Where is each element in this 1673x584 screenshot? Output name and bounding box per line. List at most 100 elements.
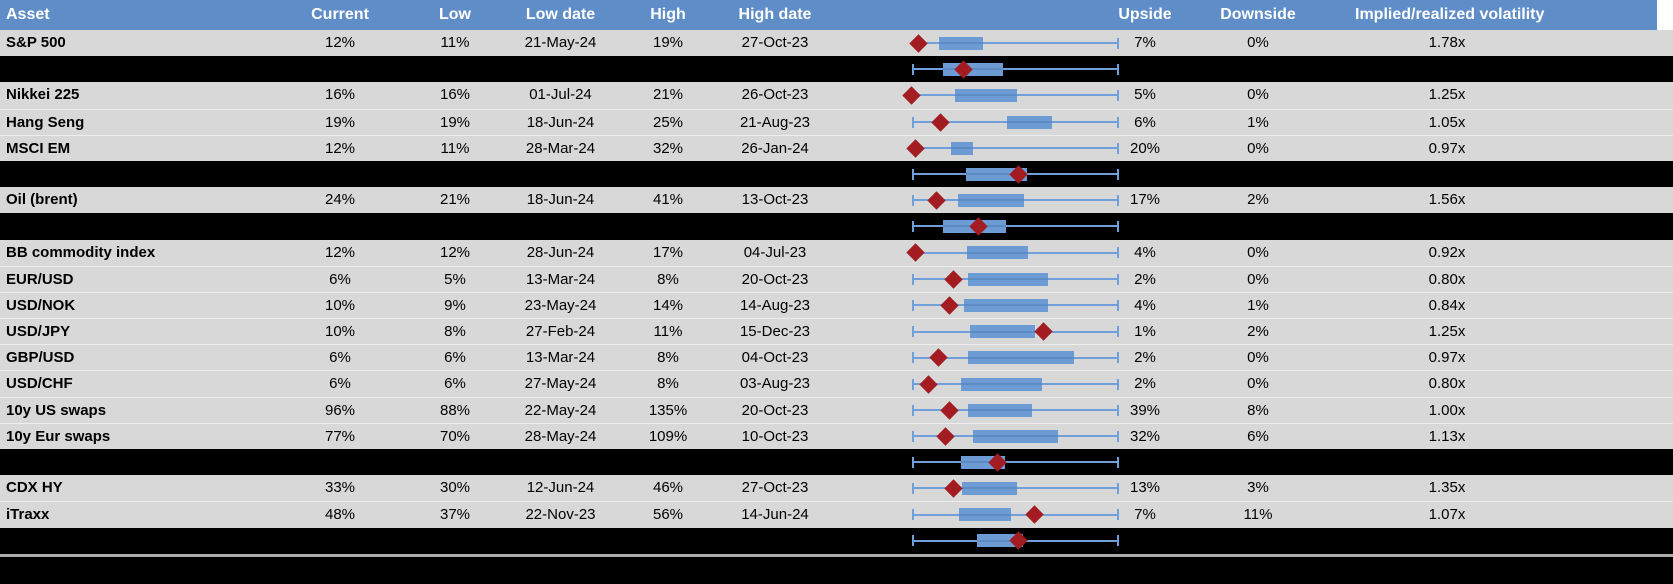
cell-upside: 6%	[1134, 113, 1156, 131]
cell-downside: 0%	[1247, 375, 1269, 393]
whisker-cap-left	[912, 509, 915, 521]
cell-asset: USD/NOK	[6, 296, 76, 314]
whisker-cap-right	[1117, 352, 1120, 364]
cell-asset: Oil (brent)	[6, 191, 78, 209]
whisker-cap-left	[912, 326, 915, 338]
whisker-cap-right	[1117, 89, 1120, 101]
cell-low-date: 12-Jun-24	[526, 479, 595, 497]
whisker-cap-right	[1117, 509, 1120, 521]
table-body: S&P 500 12% 11% 21-May-24 19% 27-Oct-23 7% 0% 1.…	[0, 30, 1673, 554]
whisker-cap-left	[912, 352, 915, 364]
whisker-cap-left	[912, 194, 915, 206]
whisker-cap-left	[912, 299, 915, 311]
cell-low: 21%	[439, 191, 471, 209]
whisker-cap-left	[912, 482, 915, 494]
header-row: Asset Current Low Low date High High dat…	[0, 0, 1673, 30]
whisker-cap-right	[1117, 482, 1120, 494]
whisker-line	[913, 68, 1119, 71]
cell-downside: 2%	[1247, 323, 1269, 341]
current-level-diamond-marker	[1025, 505, 1045, 525]
range-boxplot	[846, 398, 1130, 423]
whisker-line	[918, 42, 1119, 45]
cell-current: 33%	[324, 479, 356, 497]
cell-high: 46%	[652, 479, 684, 497]
cell-high-date: 27-Oct-23	[741, 34, 809, 51]
cell-downside: 0%	[1247, 34, 1269, 51]
cell-downside: 0%	[1247, 349, 1269, 367]
cell-implied: 1.35x	[1428, 479, 1466, 497]
range-boxplot	[846, 161, 1130, 187]
range-box	[961, 377, 1042, 391]
column-header-current: Current	[311, 6, 369, 23]
cell-downside: 2%	[1247, 191, 1269, 209]
cell-implied: 0.84x	[1428, 296, 1466, 314]
table-row: GBP/USD 6% 6% 13-Mar-24 8% 04-Oct-23 2% 0% 0.97x	[0, 344, 1673, 371]
current-level-diamond-marker	[1034, 322, 1054, 341]
cell-upside: 2%	[1134, 349, 1156, 367]
cell-high: 11%	[653, 323, 683, 341]
whisker-line	[913, 461, 1119, 464]
cell-high: 41%	[652, 191, 684, 209]
range-box	[961, 481, 1018, 495]
summary-row	[0, 213, 1673, 240]
current-level-diamond-marker	[927, 191, 947, 210]
header-background	[0, 0, 1657, 30]
cell-low: 5%	[444, 270, 466, 288]
table-row: BB commodity index 12% 12% 28-Jun-24 17% 04-J…	[0, 239, 1673, 266]
footer-band	[0, 556, 1673, 584]
cell-low-date: 22-May-24	[524, 401, 597, 419]
range-box	[955, 88, 1017, 102]
cell-low-date: 27-Feb-24	[525, 323, 596, 341]
range-box	[970, 325, 1035, 339]
cell-high-date: 04-Oct-23	[741, 349, 809, 367]
table-row: 10y Eur swaps 77% 70% 28-May-24 109% 10-Oct-2…	[0, 422, 1673, 449]
whisker-cap-right	[1117, 63, 1120, 75]
cell-high-date: 10-Oct-23	[741, 427, 809, 445]
whisker-cap-right	[1117, 220, 1120, 232]
cell-downside: 1%	[1247, 113, 1269, 131]
cell-low: 16%	[439, 86, 471, 104]
current-level-diamond-marker	[909, 33, 929, 53]
range-boxplot	[846, 293, 1130, 318]
table-row: Nikkei 225 16% 16% 01-Jul-24 21% 26-Oct-23 5% 0…	[0, 82, 1673, 109]
cell-implied: 1.25x	[1428, 323, 1466, 341]
cell-low: 6%	[444, 349, 466, 367]
cell-current: 12%	[324, 34, 356, 51]
whisker-cap-right	[1117, 535, 1120, 547]
cell-low: 30%	[439, 479, 471, 497]
cell-high: 17%	[652, 243, 684, 261]
cell-downside: 8%	[1247, 401, 1269, 419]
current-level-diamond-marker	[905, 139, 925, 158]
cell-high: 21%	[652, 86, 684, 104]
cell-asset: 10y US swaps	[6, 401, 107, 419]
range-box	[943, 62, 1004, 76]
table-row: MSCI EM 12% 11% 28-Mar-24 32% 26-Jan-24 20% 0% 0…	[0, 134, 1673, 161]
range-boxplot	[846, 319, 1130, 344]
current-level-diamond-marker	[944, 270, 964, 289]
current-level-diamond-marker	[918, 374, 938, 394]
cell-low: 8%	[444, 323, 466, 341]
whisker-cap-right	[1117, 37, 1120, 49]
whisker-cap-right	[1117, 456, 1120, 468]
cell-asset: Hang Seng	[6, 113, 85, 131]
cell-high-date: 26-Oct-23	[741, 86, 809, 104]
range-boxplot	[846, 424, 1130, 449]
range-boxplot	[846, 502, 1130, 527]
cell-downside: 0%	[1247, 139, 1269, 157]
cell-upside: 1%	[1134, 323, 1156, 341]
cell-current: 6%	[329, 375, 351, 393]
summary-row	[0, 527, 1673, 554]
whisker-cap-left	[912, 63, 915, 75]
whisker-cap-right	[1117, 194, 1120, 206]
cell-high-date: 26-Jan-24	[741, 139, 809, 157]
cell-implied: 1.00x	[1428, 401, 1466, 419]
cell-current: 6%	[329, 270, 351, 288]
range-box	[951, 141, 973, 155]
range-boxplot	[846, 56, 1130, 82]
range-box	[963, 298, 1048, 312]
whisker-line	[915, 147, 1119, 150]
cell-implied: 1.07x	[1428, 506, 1466, 524]
range-boxplot	[846, 187, 1130, 213]
cell-downside: 0%	[1247, 243, 1269, 261]
cell-high-date: 15-Dec-23	[739, 323, 811, 341]
